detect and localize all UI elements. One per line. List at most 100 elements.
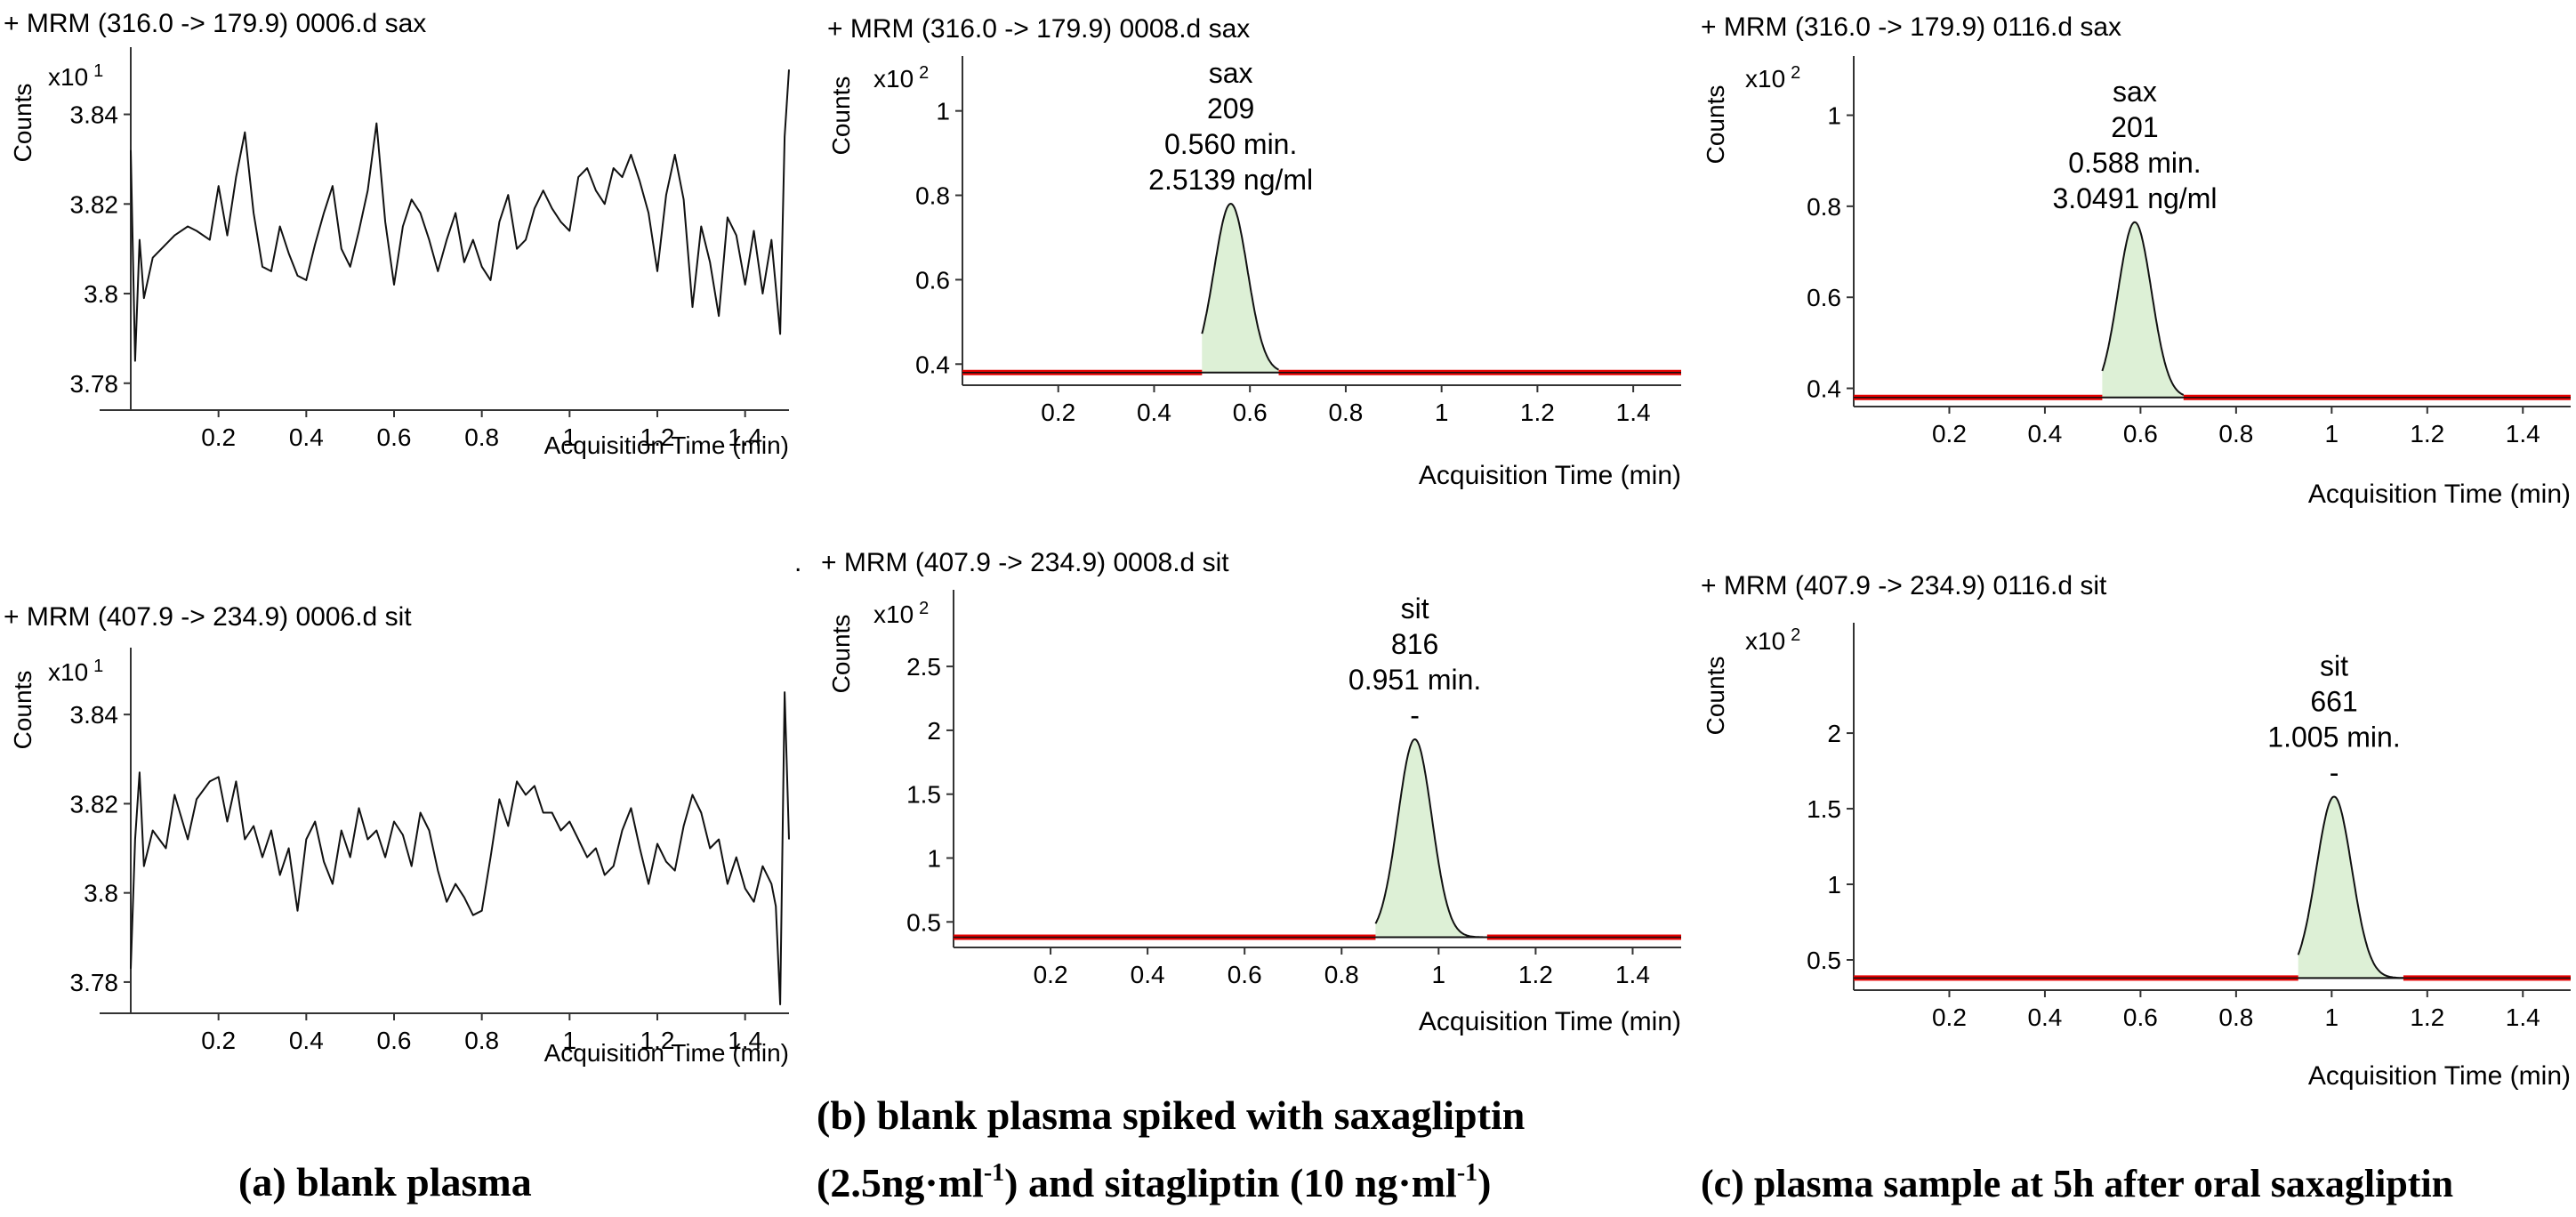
x-tick-label: 1.4: [1615, 961, 1650, 988]
y-tick-label: 1: [936, 98, 950, 125]
x-tick-label: 0.4: [2027, 420, 2062, 447]
plot-area: 0.2 0.4 0.6 0.8 1 1.2 1.4 0.5 1 1.5 2 sit 661 1.005 m…: [1807, 623, 2571, 1031]
x-tick-label: 0.2: [201, 1027, 236, 1054]
y-axis-label: Counts: [1702, 657, 1729, 736]
y-multiplier: x10 1: [48, 657, 103, 686]
y-tick-label: 3.78: [70, 969, 119, 996]
peak-annotation: 201: [2111, 111, 2158, 143]
y-tick-label: 3.8: [84, 880, 118, 907]
x-tick-label: 1.4: [728, 1027, 762, 1054]
peak-area: [1202, 204, 1279, 373]
y-tick-label: 2: [1827, 720, 1841, 747]
stray-dot: .: [794, 548, 801, 577]
peak-annotation: sit: [2320, 649, 2348, 681]
x-tick-label: 0.4: [289, 423, 324, 451]
x-tick-label: 1.4: [728, 423, 762, 451]
x-tick-label: 1: [2325, 1003, 2339, 1031]
x-axis-label: Acquisition Time (min): [1419, 1007, 1681, 1036]
y-tick-label: 0.5: [1807, 947, 1841, 974]
x-tick-label: 1: [563, 423, 577, 451]
x-tick-label: 0.2: [1932, 420, 1967, 447]
caption-c: (c) plasma sample at 5h after oral saxag…: [1701, 1162, 2453, 1205]
y-tick-label: 0.5: [906, 908, 941, 936]
caption-b-line2: (2.5ng·ml-1) and sitagliptin (10 ng·ml-1…: [817, 1159, 1491, 1205]
y-tick-label: 0.6: [915, 266, 950, 294]
x-axis-label: Acquisition Time (min): [544, 431, 789, 459]
y-tick-label: 2: [927, 717, 941, 745]
y-tick-label: 3.82: [70, 790, 119, 818]
y-tick-label: 3.8: [84, 280, 118, 308]
y-axis-label: Counts: [1702, 85, 1729, 165]
y-axis-label: Counts: [827, 615, 855, 694]
peak-annotation: 661: [2310, 685, 2357, 717]
y-tick-label: 1: [927, 845, 941, 873]
y-tick-label: 0.6: [1807, 284, 1841, 311]
x-tick-label: 1.2: [640, 423, 675, 451]
x-tick-label: 0.8: [464, 423, 499, 451]
y-tick-label: 3.82: [70, 190, 119, 218]
peak-annotation: 2.5139 ng/ml: [1148, 164, 1313, 196]
y-tick-label: 0.8: [915, 182, 950, 210]
y-tick-label: 3.84: [70, 101, 119, 129]
x-tick-label: 0.6: [1228, 961, 1262, 988]
peak-annotation: -: [1410, 699, 1420, 731]
y-tick-label: 3.84: [70, 701, 119, 729]
x-tick-label: 0.2: [1041, 399, 1075, 426]
x-tick-label: 0.4: [289, 1027, 324, 1054]
plot-area: 0.2 0.4 0.6 0.8 1 1.2 1.4 3.78 3.8 3.82 3.84: [70, 648, 790, 1054]
x-tick-label: 1.2: [640, 1027, 675, 1054]
caption-b-line1: (b) blank plasma spiked with saxagliptin: [817, 1092, 1525, 1138]
x-tick-label: 1.2: [2410, 1003, 2444, 1031]
y-tick-label: 2.5: [906, 653, 941, 681]
y-multiplier: x10 2: [1745, 625, 1800, 655]
peak-area: [2298, 796, 2403, 979]
plot-area: 0.2 0.4 0.6 0.8 1 1.2 1.4 0.4 0.6 0.8 1 sax 2090.560…: [915, 56, 1681, 426]
y-multiplier: x10 2: [1745, 63, 1800, 93]
y-tick-label: 0.4: [915, 351, 950, 378]
caption-a: (a) blank plasma: [238, 1159, 532, 1205]
y-tick-label: 1: [1827, 102, 1841, 130]
x-tick-label: 0.2: [1932, 1003, 1967, 1031]
x-tick-label: 0.6: [1233, 399, 1268, 426]
x-tick-label: 0.4: [1137, 399, 1171, 426]
plot-area: 0.2 0.4 0.6 0.8 1 1.2 1.4 0.5 1 1.5 2 2.5 sit 816 0.95…: [906, 590, 1681, 988]
x-tick-label: 1.4: [1616, 399, 1651, 426]
x-tick-label: 0.8: [2218, 420, 2253, 447]
y-tick-label: 0.8: [1807, 193, 1841, 221]
y-multiplier: x10 1: [48, 61, 103, 91]
x-tick-label: 0.6: [2123, 1003, 2158, 1031]
panel-b-sit: . + MRM (407.9 -> 234.9) 0008.d sit Coun…: [794, 548, 1681, 1036]
x-axis-label: Acquisition Time (min): [2308, 1061, 2571, 1091]
panel-title: + MRM (316.0 -> 179.9) 0008.d sax: [827, 14, 1250, 44]
x-axis-label: Acquisition Time (min): [1419, 461, 1681, 490]
panel-title: + MRM (316.0 -> 179.9) 0116.d sax: [1701, 12, 2121, 42]
y-multiplier: x10 2: [873, 63, 929, 93]
y-axis-label: Counts: [9, 84, 36, 163]
x-tick-label: 0.2: [201, 423, 236, 451]
peak-annotation: 0.588 min.: [2068, 147, 2201, 179]
panel-c-sax: + MRM (316.0 -> 179.9) 0116.d sax Counts…: [1701, 12, 2571, 509]
x-tick-label: 0.6: [377, 1027, 412, 1054]
panel-title: + MRM (407.9 -> 234.9) 0116.d sit: [1701, 571, 2107, 600]
peak-annotation: 816: [1391, 628, 1438, 660]
panel-a-sax: + MRM (316.0 -> 179.9) 0006.d sax Counts…: [4, 9, 790, 459]
peak-annotation: sit: [1401, 592, 1429, 625]
peak-annotation: -: [2330, 756, 2339, 788]
panel-b-sax: + MRM (316.0 -> 179.9) 0008.d sax Counts…: [827, 14, 1681, 490]
y-tick-label: 1.5: [1807, 795, 1841, 823]
peak-annotation: 3.0491 ng/ml: [2052, 182, 2217, 214]
peak-annotation: sax: [1209, 57, 1253, 89]
x-tick-label: 1.4: [2506, 1003, 2540, 1031]
peak-curve: [2297, 795, 2403, 979]
panel-title: + MRM (316.0 -> 179.9) 0006.d sax: [4, 9, 426, 38]
x-tick-label: 1: [563, 1027, 577, 1054]
series-line: [130, 69, 790, 362]
peak-annotation: sax: [2113, 76, 2157, 108]
x-tick-label: 1.4: [2506, 420, 2540, 447]
x-axis-label: Acquisition Time (min): [544, 1039, 789, 1067]
x-tick-label: 1.2: [2410, 420, 2444, 447]
x-tick-label: 1.2: [1520, 399, 1555, 426]
peak-curve: [1201, 202, 1279, 371]
x-tick-label: 1: [2325, 420, 2339, 447]
